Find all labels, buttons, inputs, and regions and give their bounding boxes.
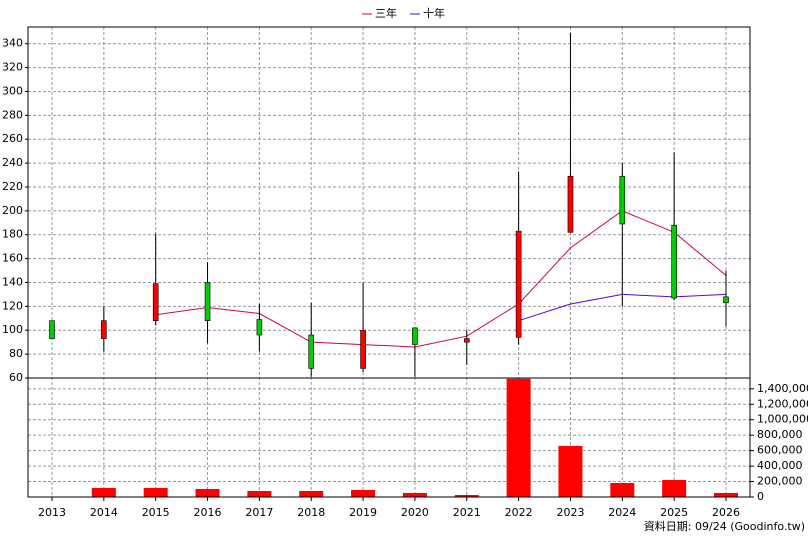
- x-tick-label: 2018: [297, 506, 325, 519]
- candle-body: [49, 320, 55, 339]
- y2-tick-label: 800,000: [757, 428, 803, 441]
- y-tick-label: 100: [2, 323, 23, 336]
- line-series: [155, 210, 727, 348]
- x-tick-label: 2021: [453, 506, 481, 519]
- legend-label: 三年: [375, 6, 397, 20]
- y-tick-label: 80: [9, 347, 23, 360]
- volume-bar: [195, 488, 220, 497]
- y-tick-label: 180: [2, 228, 23, 241]
- y-tick-label: 320: [2, 61, 23, 74]
- y2-tick-label: 600,000: [757, 444, 803, 457]
- x-tick-label: 2020: [401, 506, 429, 519]
- y2-tick-label: 200,000: [757, 475, 803, 488]
- volume-bar: [402, 492, 427, 497]
- x-tick-label: 2017: [245, 506, 273, 519]
- volume-bar: [454, 494, 479, 497]
- candle-body: [204, 282, 211, 321]
- plot-frame: [27, 26, 751, 498]
- y-tick-label: 160: [2, 252, 23, 265]
- candle-body: [515, 230, 522, 338]
- y-tick-label: 240: [2, 156, 23, 169]
- x-tick-label: 2026: [712, 506, 740, 519]
- volume-bar: [91, 487, 116, 497]
- volume-bar: [610, 483, 635, 497]
- y-tick-label: 220: [2, 180, 23, 193]
- candle-body: [619, 175, 626, 225]
- y-tick-label: 200: [2, 204, 23, 217]
- volume-bar: [714, 492, 738, 497]
- y-tick-label: 300: [2, 84, 23, 97]
- candle-body: [360, 329, 366, 369]
- y-tick-label: 60: [9, 371, 23, 384]
- volume-bar: [506, 378, 531, 497]
- candle-body: [723, 296, 729, 304]
- volume-bar: [351, 489, 376, 497]
- x-tick-label: 2015: [142, 506, 170, 519]
- legend-label: 十年: [423, 6, 445, 20]
- x-tick-label: 2014: [90, 506, 118, 519]
- y-tick-label: 260: [2, 132, 23, 145]
- candle-body: [412, 327, 418, 345]
- candle-body: [671, 224, 677, 299]
- y2-tick-label: 1,000,000: [757, 413, 808, 426]
- y-tick-label: 340: [2, 37, 23, 50]
- y2-tick-label: 400,000: [757, 459, 803, 472]
- x-tick-label: 2022: [505, 506, 533, 519]
- y2-tick-label: 1,200,000: [757, 397, 808, 410]
- x-tick-label: 2023: [556, 506, 584, 519]
- footer: 資料日期: 09/24 (Goodinfo.tw): [644, 519, 805, 533]
- volume-bar: [247, 490, 272, 497]
- y-tick-label: 120: [2, 299, 23, 312]
- y2-tick-label: 0: [757, 490, 764, 503]
- candle-body: [308, 334, 315, 369]
- y2-tick-label: 1,400,000: [757, 382, 808, 395]
- x-tick-label: 2013: [38, 506, 66, 519]
- x-tick-label: 2016: [194, 506, 222, 519]
- volume-bar: [299, 490, 324, 497]
- y-tick-label: 140: [2, 275, 23, 288]
- x-tick-label: 2019: [349, 506, 377, 519]
- y-tick-label: 280: [2, 108, 23, 121]
- volume-bar: [662, 480, 687, 497]
- candle-body: [567, 175, 574, 233]
- candle-body: [101, 320, 107, 339]
- volume-bar: [143, 487, 168, 497]
- candle-body: [256, 319, 263, 336]
- candle-body: [463, 338, 470, 343]
- x-tick-label: 2024: [608, 506, 636, 519]
- candle-body: [152, 283, 159, 321]
- volume-bar: [558, 445, 583, 497]
- x-tick-label: 2025: [660, 506, 688, 519]
